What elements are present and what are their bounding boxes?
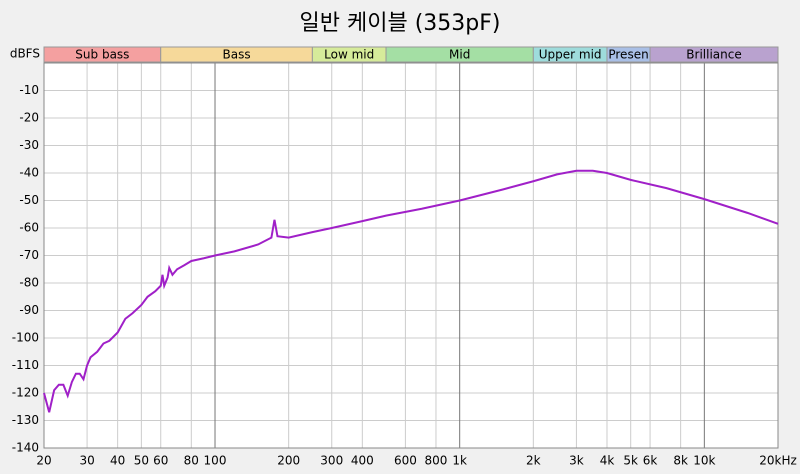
y-tick-label: -110 xyxy=(12,358,39,372)
y-tick-label: -40 xyxy=(19,166,39,180)
y-tick-label: -130 xyxy=(12,413,39,427)
x-tick-label: 60 xyxy=(153,454,168,468)
x-tick-label: 1k xyxy=(452,454,467,468)
band-label: Presen xyxy=(608,48,648,62)
band-label: Mid xyxy=(449,48,470,62)
chart-title: 일반 케이블 (353pF) xyxy=(300,11,501,36)
x-tick-label: 2k xyxy=(526,454,541,468)
y-tick-label: -140 xyxy=(12,441,39,455)
y-tick-label: -100 xyxy=(12,331,39,345)
band-label: Upper mid xyxy=(539,48,602,62)
x-tick-label: 5k xyxy=(623,454,638,468)
x-tick-label: 600 xyxy=(394,454,417,468)
y-tick-label: -10 xyxy=(19,83,39,97)
band-label: Sub bass xyxy=(75,48,129,62)
y-tick-label: -90 xyxy=(19,303,39,317)
y-tick-label: -30 xyxy=(19,138,39,152)
x-tick-label: 30 xyxy=(79,454,94,468)
plot-border xyxy=(43,62,779,449)
x-tick-label: 200 xyxy=(277,454,300,468)
band-label: Brilliance xyxy=(686,48,741,62)
x-tick-label: 20 xyxy=(36,454,51,468)
x-tick-label: 8k xyxy=(673,454,688,468)
y-axis-label: dBFS xyxy=(10,47,40,61)
x-tick-label: 3k xyxy=(569,454,584,468)
x-tick-label: 20kHz xyxy=(759,454,797,468)
x-tick-label: 80 xyxy=(184,454,199,468)
x-tick-label: 40 xyxy=(110,454,125,468)
y-tick-label: -70 xyxy=(19,248,39,262)
x-tick-label: 4k xyxy=(600,454,615,468)
x-tick-label: 300 xyxy=(320,454,343,468)
band xyxy=(649,46,779,63)
x-tick-label: 50 xyxy=(134,454,149,468)
y-tick-label: -50 xyxy=(19,193,39,207)
band-label: Bass xyxy=(223,48,251,62)
series-line xyxy=(43,169,779,413)
y-tick-label: -60 xyxy=(19,221,39,235)
x-tick-label: 800 xyxy=(425,454,448,468)
y-tick-label: -20 xyxy=(19,111,39,125)
y-tick-label: -80 xyxy=(19,276,39,290)
x-tick-label: 10k xyxy=(693,454,715,468)
x-tick-label: 6k xyxy=(643,454,658,468)
y-tick-label: -120 xyxy=(12,386,39,400)
plot-area xyxy=(43,46,779,449)
band-label: Low mid xyxy=(324,48,374,62)
x-tick-label: 400 xyxy=(351,454,374,468)
x-tick-label: 100 xyxy=(204,454,227,468)
